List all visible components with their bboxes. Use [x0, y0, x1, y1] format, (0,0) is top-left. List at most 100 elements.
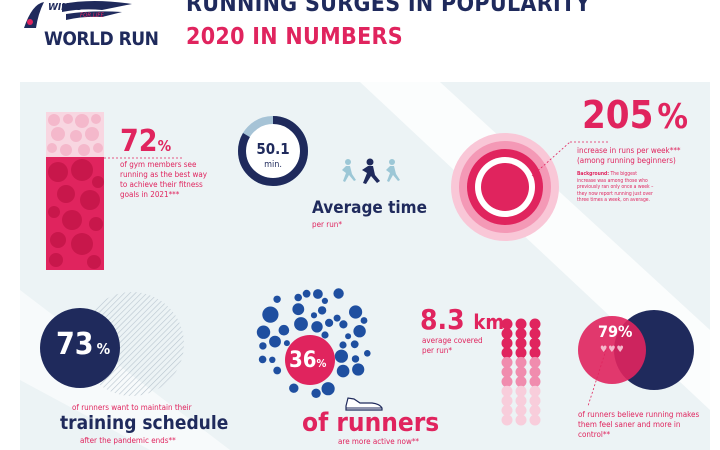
- sneaker-icon: [345, 397, 383, 411]
- distance-dot: [501, 385, 513, 397]
- bubble: [353, 325, 366, 338]
- bubble: [336, 364, 350, 378]
- distance-dot: [501, 328, 513, 340]
- bubble: [258, 355, 267, 364]
- bubble: [269, 356, 276, 363]
- distance-dot: [529, 395, 541, 407]
- bubble: [360, 317, 368, 324]
- bubble: [345, 333, 352, 340]
- bubble: [313, 289, 323, 299]
- distance-dot: [515, 356, 527, 368]
- bubble: [325, 318, 334, 327]
- distance-dot: [515, 414, 527, 426]
- bubble: [339, 341, 347, 349]
- logo-line3: WORLD RUN: [44, 28, 159, 50]
- distance-dot: [515, 318, 527, 330]
- schedule-label: training schedule: [60, 412, 229, 434]
- bubble: [273, 366, 282, 375]
- distance-dot: [515, 404, 527, 416]
- bubble: [292, 303, 305, 316]
- distance-dot: [515, 328, 527, 340]
- weekly-text: increase in runs per week*** (among runn…: [577, 146, 681, 165]
- bubble: [321, 297, 328, 304]
- schedule-circles: [40, 292, 184, 396]
- schedule-text2: after the pandemic ends**: [80, 436, 176, 445]
- distance-dot: [501, 347, 513, 359]
- weekly-value: 205%: [582, 93, 689, 137]
- bubble: [259, 342, 267, 350]
- saner-value: 79%: [598, 322, 633, 341]
- distance-dot: [529, 328, 541, 340]
- bubble: [351, 355, 360, 363]
- bubble: [349, 305, 363, 319]
- distance-dot-grid: [501, 318, 541, 426]
- time-value: 50.1: [256, 140, 290, 158]
- bubble: [294, 293, 302, 302]
- bubble: [294, 317, 308, 331]
- logo: WINGS FOR LIFE WORLD RUN: [22, 0, 159, 52]
- distance-dot: [515, 395, 527, 407]
- bubble: [321, 382, 335, 396]
- distance-dot: [529, 356, 541, 368]
- distance-dot: [515, 337, 527, 349]
- time-label: Average time: [312, 198, 427, 218]
- active-value: 36%: [289, 348, 327, 373]
- bubble: [334, 349, 348, 363]
- distance-dot: [529, 337, 541, 349]
- bubble: [321, 331, 329, 339]
- distance-dot: [529, 347, 541, 359]
- bubble: [317, 306, 327, 315]
- weekly-background: Background: The biggest increase was amo…: [577, 171, 654, 203]
- wings-icon: [24, 1, 132, 28]
- distance-dot: [501, 404, 513, 416]
- distance-dot: [501, 337, 513, 349]
- distance-dot: [515, 366, 527, 378]
- bubble: [278, 324, 290, 336]
- distance-dot: [529, 376, 541, 388]
- distance-text: average covered per run*: [422, 336, 483, 355]
- bubble: [333, 288, 344, 299]
- bubble: [339, 320, 348, 329]
- schedule-text1: of runners want to maintain their: [72, 403, 192, 412]
- distance-dot: [515, 347, 527, 359]
- distance-dot: [529, 366, 541, 378]
- bubble: [289, 383, 299, 393]
- bubble: [273, 295, 281, 303]
- bubble: [269, 335, 281, 348]
- bubble: [364, 350, 371, 357]
- time-unit: min.: [264, 160, 282, 170]
- weekly-rings: [451, 133, 559, 241]
- bubble: [352, 363, 365, 376]
- gym-bubble-column: [46, 112, 104, 270]
- distance-dot: [529, 414, 541, 426]
- distance-dot: [501, 414, 513, 426]
- time-ring: [238, 116, 308, 186]
- bubble: [311, 388, 321, 398]
- time-sub: per run*: [312, 220, 342, 229]
- page-subtitle: 2020 IN NUMBERS: [186, 24, 403, 50]
- logo-line1: WINGS: [48, 2, 83, 13]
- distance-dot: [529, 404, 541, 416]
- weekly-leader-line: [531, 141, 608, 177]
- gym-leader-line: [104, 157, 182, 159]
- page-title: RUNNING SURGES IN POPULARITY: [186, 0, 591, 17]
- distance-dot: [515, 385, 527, 397]
- gym-text: of gym members see running as the best w…: [120, 160, 208, 199]
- saner-text: of runners believe running makes them fe…: [578, 410, 700, 439]
- gym-value: 72%: [120, 124, 172, 159]
- active-bubble-cluster: [256, 288, 371, 398]
- saner-leader-line: [587, 350, 607, 407]
- bubble: [350, 340, 359, 349]
- distance-dot: [529, 385, 541, 397]
- bubble: [262, 306, 279, 323]
- runners-icon: [342, 158, 400, 184]
- distance-dot: [501, 395, 513, 407]
- schedule-value: 73%: [56, 327, 111, 362]
- bubble: [311, 321, 323, 333]
- bubble: [256, 325, 271, 339]
- active-label: of runners: [302, 408, 440, 438]
- distance-dot: [515, 376, 527, 388]
- distance-value: 8.3 km: [420, 303, 505, 336]
- distance-dot: [529, 318, 541, 330]
- bubble: [333, 314, 341, 322]
